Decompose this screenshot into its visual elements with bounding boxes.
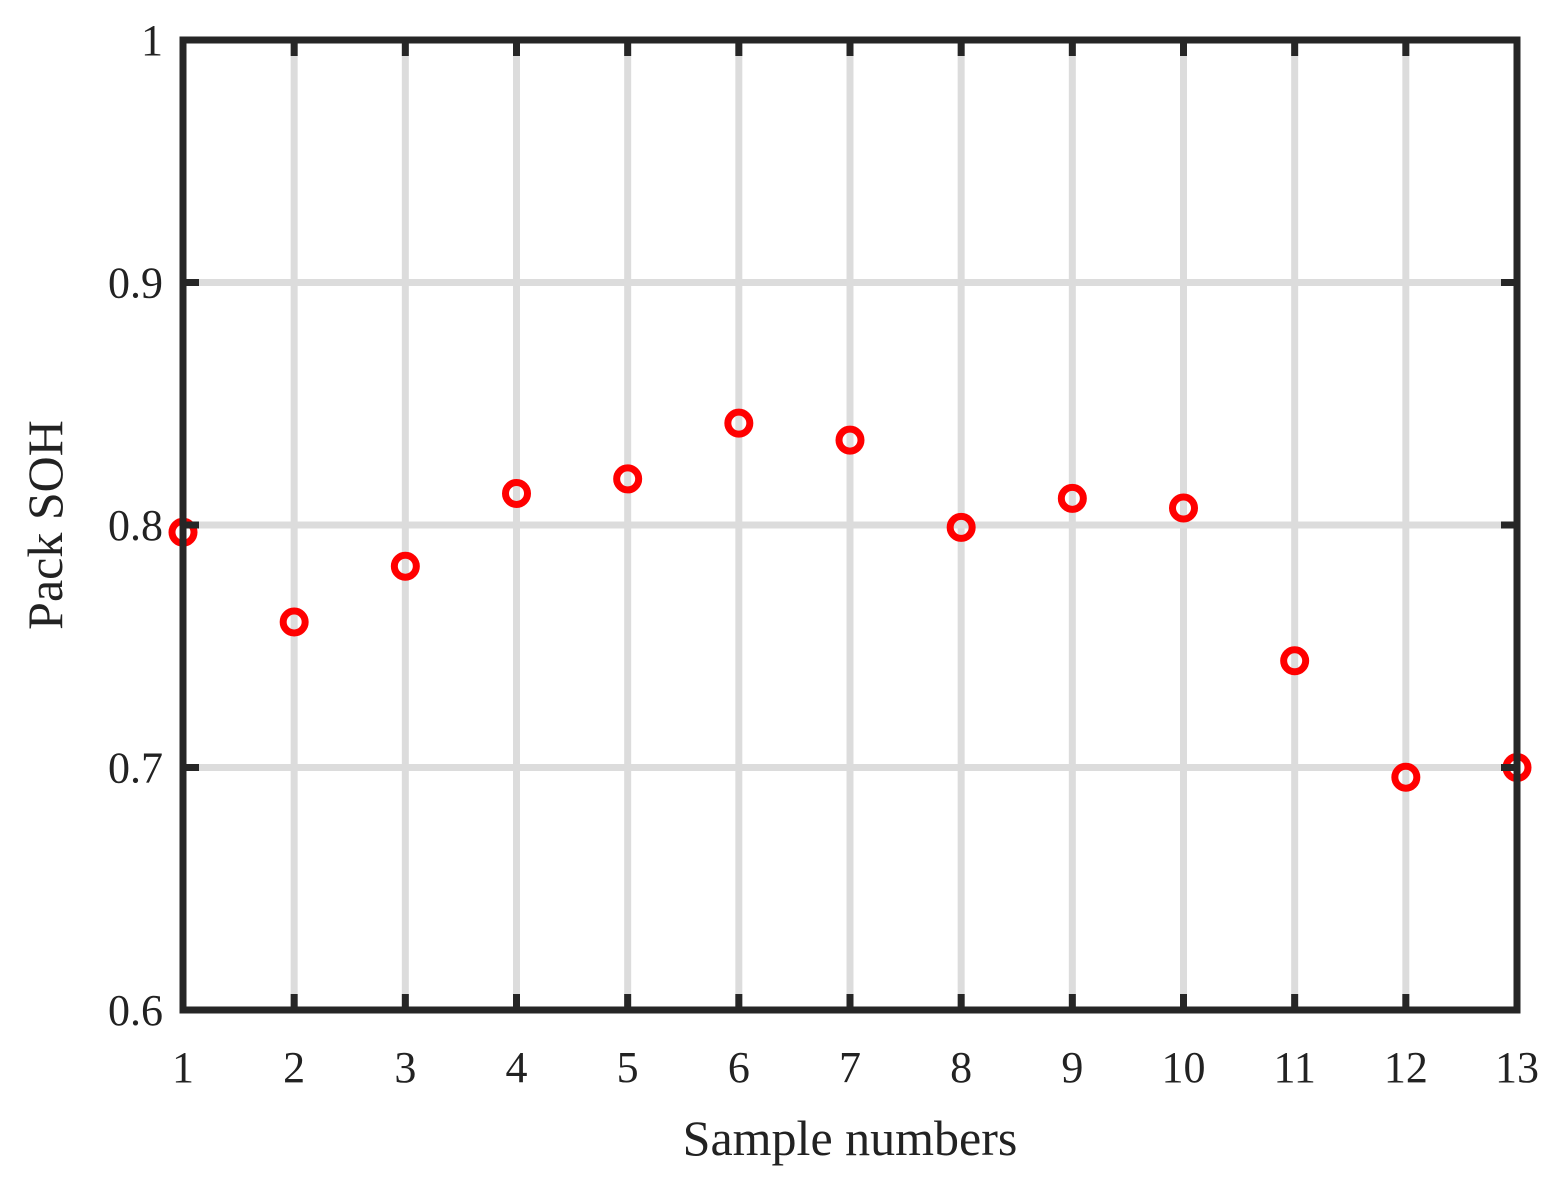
x-tick-label: 10	[1162, 1043, 1206, 1092]
data-point	[390, 551, 420, 581]
data-point	[1280, 646, 1310, 676]
data-point	[835, 425, 865, 455]
x-tick-label: 6	[728, 1043, 750, 1092]
x-tick-label: 1	[172, 1043, 194, 1092]
data-point	[946, 512, 976, 542]
y-axis-label: Pack SOH	[17, 420, 73, 630]
data-point	[1057, 483, 1087, 513]
x-tick-label: 2	[283, 1043, 305, 1092]
x-tick-label: 8	[950, 1043, 972, 1092]
y-tick-label: 0.9	[108, 259, 163, 308]
x-tick-label: 9	[1061, 1043, 1083, 1092]
y-tick-label: 1	[141, 16, 163, 65]
x-tick-label: 5	[617, 1043, 639, 1092]
tick-labels: 1 2 3 4 5 6 7 8 9 10 11 12 130.60.70.80.91	[108, 16, 1539, 1092]
data-point	[1169, 493, 1198, 523]
x-axis-label: Sample numbers	[683, 1110, 1018, 1166]
x-tick-label: 3	[394, 1043, 416, 1092]
y-tick-label: 0.7	[108, 744, 163, 793]
data-point	[613, 464, 643, 494]
data-point	[502, 478, 531, 508]
data-point	[724, 408, 754, 438]
grid-lines	[179, 36, 1521, 1014]
x-tick-label: 11	[1273, 1043, 1315, 1092]
x-tick-label: 7	[839, 1043, 861, 1092]
y-tick-label: 0.6	[108, 986, 163, 1035]
x-tick-label: 4	[506, 1043, 528, 1092]
x-tick-label: 13	[1495, 1043, 1539, 1092]
y-tick-label: 0.8	[108, 501, 163, 550]
data-point	[1391, 762, 1421, 792]
x-tick-label: 12	[1384, 1043, 1428, 1092]
data-point	[279, 607, 309, 637]
data-points	[168, 408, 1532, 792]
tick-marks	[179, 36, 1521, 1014]
